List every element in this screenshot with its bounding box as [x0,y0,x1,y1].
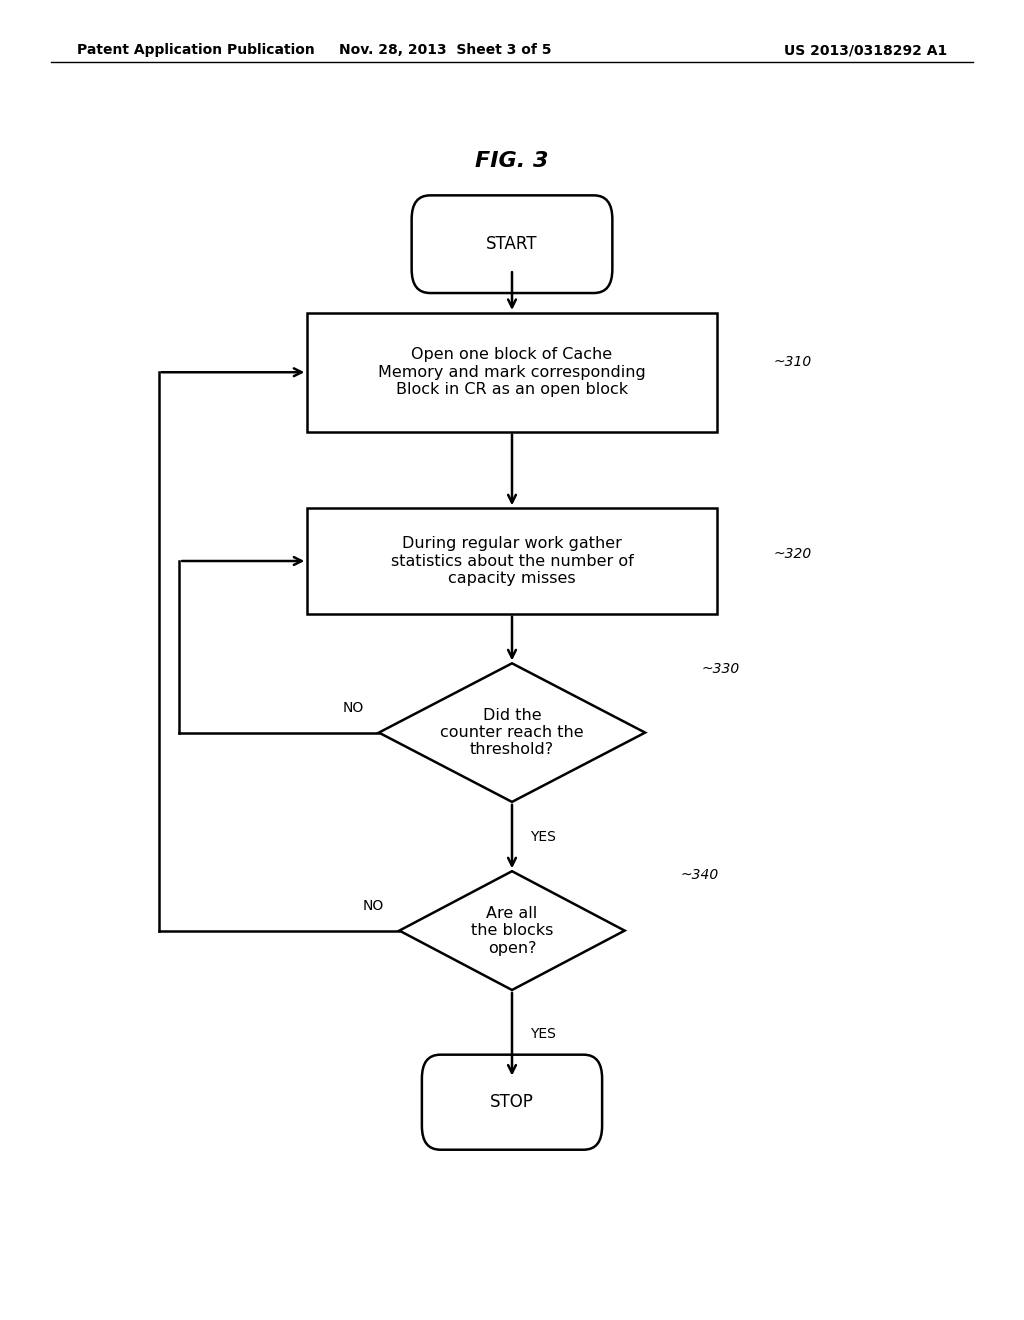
Text: Open one block of Cache
Memory and mark corresponding
Block in CR as an open blo: Open one block of Cache Memory and mark … [378,347,646,397]
Text: FIG. 3: FIG. 3 [475,150,549,172]
FancyBboxPatch shape [412,195,612,293]
Text: ~310: ~310 [773,355,811,368]
Text: YES: YES [530,829,556,843]
Text: Are all
the blocks
open?: Are all the blocks open? [471,906,553,956]
Text: YES: YES [530,1027,556,1041]
Text: START: START [486,235,538,253]
Polygon shape [379,663,645,801]
Text: ~340: ~340 [681,869,719,882]
Bar [307,313,717,432]
Text: During regular work gather
statistics about the number of
capacity misses: During regular work gather statistics ab… [390,536,634,586]
Text: Did the
counter reach the
threshold?: Did the counter reach the threshold? [440,708,584,758]
Text: STOP: STOP [490,1093,534,1111]
Text: NO: NO [342,701,364,715]
Polygon shape [399,871,625,990]
Text: ~320: ~320 [773,548,811,561]
FancyBboxPatch shape [422,1055,602,1150]
Text: Patent Application Publication: Patent Application Publication [77,44,314,57]
Text: US 2013/0318292 A1: US 2013/0318292 A1 [784,44,947,57]
Bar [307,508,717,614]
Text: ~330: ~330 [701,663,739,676]
Text: NO: NO [362,899,384,913]
Text: Nov. 28, 2013  Sheet 3 of 5: Nov. 28, 2013 Sheet 3 of 5 [339,44,552,57]
